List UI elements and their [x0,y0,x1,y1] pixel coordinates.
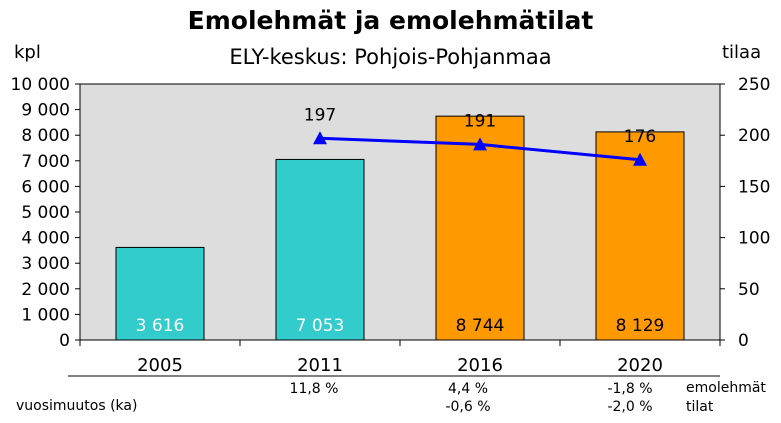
right-axis-tick-label: 150 [738,177,770,197]
bar-data-label: 8 129 [616,316,665,336]
right-axis-tick-label: 250 [738,75,770,95]
chart-subtitle: ELY-keskus: Pohjois-Pohjanmaa [229,45,552,69]
bar [115,246,205,341]
line-point [633,152,647,166]
table-cell-2020-farms: -2,0 % [607,399,653,415]
bar [435,115,525,341]
bar-data-label: 7 053 [296,316,345,336]
line-point [313,131,327,145]
left-axis-unit: kpl [14,42,41,63]
left-axis-tick-label: 3 000 [21,254,70,274]
table-cell-2011-cows: 11,8 % [289,381,339,397]
line-data-label: 176 [624,127,656,147]
line-data-label: 191 [464,111,496,131]
right-axis-unit: tilaa [722,42,762,63]
right-axis-tick-label: 100 [738,229,770,249]
left-axis-tick-label: 9 000 [21,101,70,121]
table-cell-2016-farms: -0,6 % [445,399,491,415]
bar [595,131,685,341]
line-point [473,137,487,151]
left-axis-tick-label: 1 000 [21,305,70,325]
chart-title: Emolehmät ja emolehmätilat [187,6,594,35]
table-row-label-farms: tilat [686,399,714,415]
x-axis-tick-label: 2005 [137,355,183,376]
right-axis-tick-label: 0 [738,331,749,351]
table-row-label-cows: emolehmät [686,380,766,396]
line-data-label: 197 [304,105,336,125]
right-axis-tick-label: 200 [738,126,770,146]
x-axis-tick-label: 2016 [457,355,503,376]
table-row-header: vuosimuutos (ka) [16,398,138,414]
right-axis-tick-label: 50 [738,280,760,300]
table-cell-2016-cows: 4,4 % [447,381,489,397]
left-axis-tick-label: 6 000 [21,177,70,197]
left-axis-tick-label: 7 000 [21,152,70,172]
left-axis-tick-label: 5 000 [21,203,70,223]
x-axis-tick-label: 2011 [297,355,343,376]
left-axis-tick-label: 4 000 [21,229,70,249]
bar-data-label: 8 744 [456,316,505,336]
x-axis-tick-label: 2020 [617,355,663,376]
bar-data-label: 3 616 [136,316,185,336]
left-axis-tick-label: 8 000 [21,126,70,146]
left-axis-tick-label: 10 000 [11,75,70,95]
left-axis-tick-label: 0 [59,331,70,351]
bar [275,158,365,341]
table-cell-2020-cows: -1,8 % [607,381,653,397]
left-axis-tick-label: 2 000 [21,280,70,300]
